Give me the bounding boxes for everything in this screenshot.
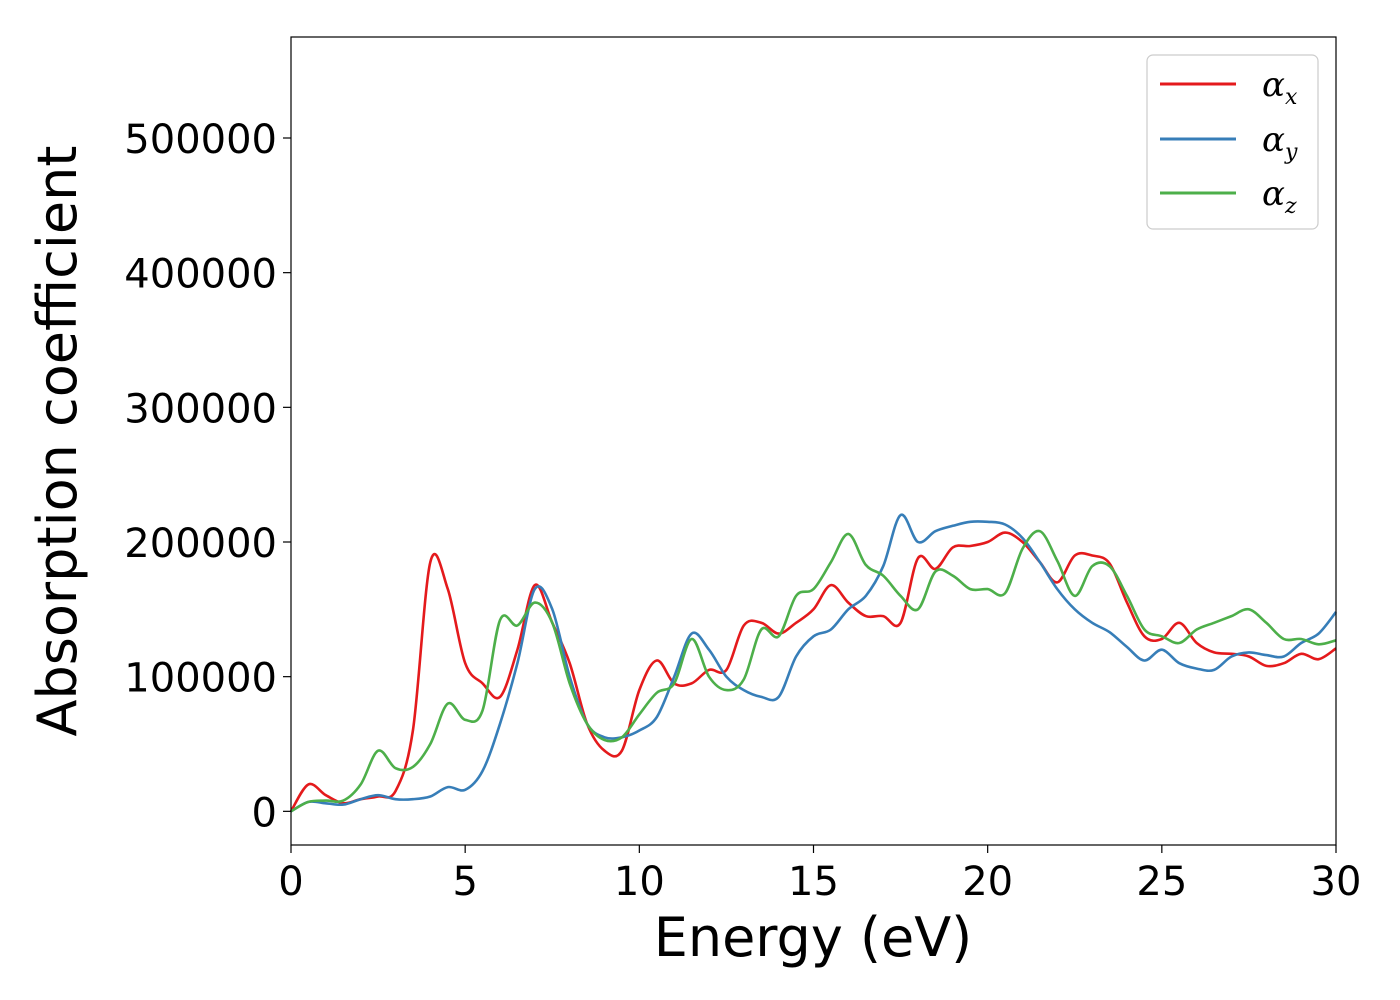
series-line-alpha-y: [290, 513, 1338, 813]
x-tick-label: 5: [452, 859, 477, 905]
legend-label-alpha-z: αz: [1262, 174, 1297, 219]
y-tick-label: 200000: [124, 521, 277, 567]
y-tick-label: 300000: [124, 386, 277, 432]
legend-label-alpha-x: αx: [1262, 65, 1298, 110]
x-axis-label: Energy (eV): [654, 906, 973, 969]
x-axis-ticks: 0 5 10 15 20 25 30: [278, 845, 1361, 905]
legend: αx αy αz: [1146, 54, 1319, 230]
x-tick-label: 10: [614, 859, 665, 905]
y-tick-label: 500000: [124, 117, 277, 163]
legend-box: [1146, 54, 1319, 230]
y-axis-label: Absorption coefficient: [26, 146, 89, 737]
series-line-alpha-x: [289, 531, 1337, 813]
x-tick-label: 30: [1311, 859, 1362, 905]
series-layer: [289, 513, 1338, 813]
x-tick-label: 25: [1136, 859, 1187, 905]
y-tick-label: 0: [252, 790, 277, 836]
x-tick-label: 0: [278, 859, 303, 905]
y-tick-label: 400000: [124, 252, 277, 298]
legend-label-alpha-y: αy: [1262, 120, 1298, 165]
y-tick-label: 100000: [124, 656, 277, 702]
series-line-alpha-z: [290, 529, 1337, 813]
y-axis-ticks: 0 100000 200000 300000 400000 500000: [124, 117, 291, 836]
x-tick-label: 15: [788, 859, 839, 905]
x-tick-label: 20: [962, 859, 1013, 905]
